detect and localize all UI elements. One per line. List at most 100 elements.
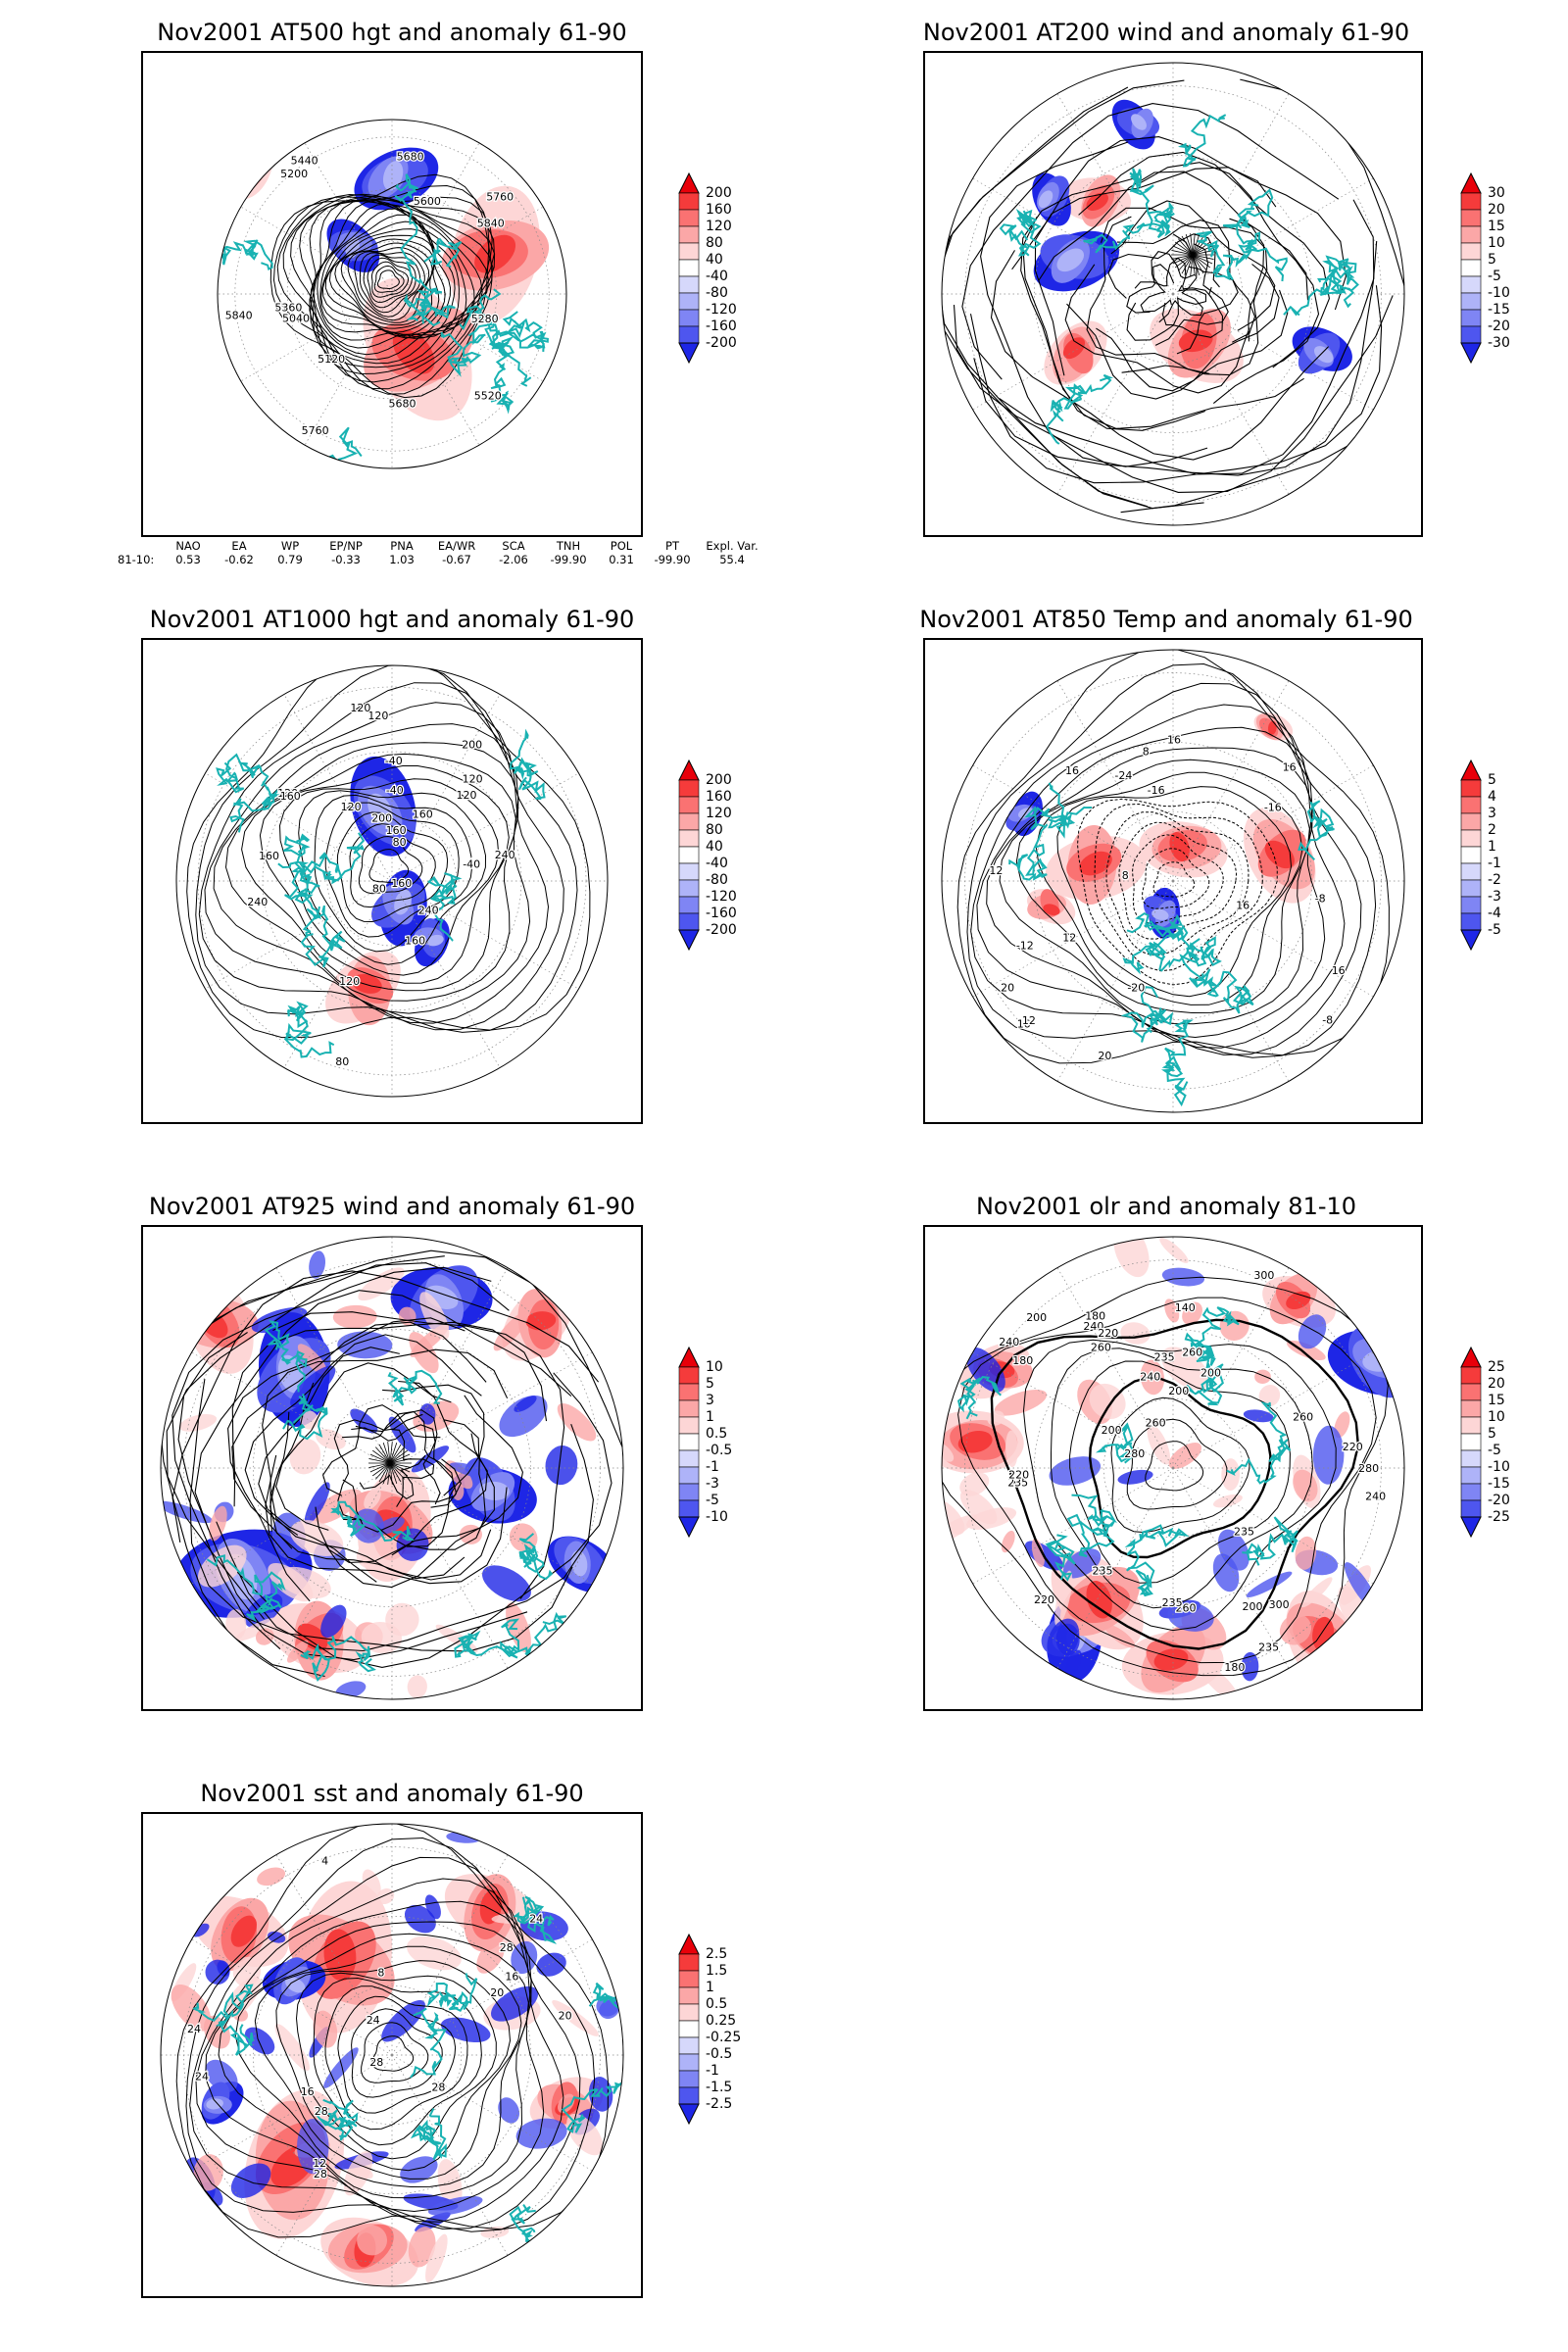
anomaly-shading <box>440 2017 491 2043</box>
contour-label: 12 <box>989 864 1003 877</box>
contour-label: 160 <box>280 790 301 803</box>
coastline <box>1160 1019 1194 1107</box>
contour-line <box>328 234 436 329</box>
legend-tick-label: -5 <box>1488 922 1501 938</box>
contour-line <box>367 257 414 303</box>
colorbar-segment <box>1460 309 1482 327</box>
index-row-label: 81-10: <box>118 553 155 566</box>
contour-label: 16 <box>1283 761 1297 774</box>
anomaly-shading <box>1246 1571 1293 1598</box>
legend-at500: 200 160 120 80 40 -40 -80 -120 -160 -200 <box>678 172 737 365</box>
index-header: EP/NP <box>329 539 363 553</box>
streamline <box>1121 218 1265 376</box>
legend-tick-label: -30 <box>1488 335 1510 351</box>
anomaly-shading <box>1005 1430 1018 1468</box>
anomaly-shading <box>499 1395 548 1438</box>
anomaly-shading <box>205 2059 238 2092</box>
contour-label: 16 <box>1065 764 1079 777</box>
contour-line <box>970 682 1362 1055</box>
contour-label: 80 <box>372 883 386 896</box>
contour-label: 240 <box>999 1336 1019 1348</box>
contour-label: 220 <box>1008 1469 1029 1482</box>
anomaly-shading <box>1264 840 1295 869</box>
legend-tick-label: -5 <box>1488 269 1501 284</box>
index-header: POL <box>610 539 633 553</box>
contour-label: 120 <box>339 975 360 988</box>
coastline <box>426 1973 478 2012</box>
anomaly-shading <box>1065 1649 1082 1676</box>
contour-line <box>241 753 516 992</box>
contour-line <box>351 2008 443 2098</box>
contour-line <box>213 723 531 1014</box>
contour-line <box>1069 1360 1291 1584</box>
anomaly-shading <box>1298 1314 1327 1349</box>
contour-line <box>324 228 440 333</box>
colorbar-segment <box>678 2053 700 2072</box>
contour-label: 24 <box>367 2014 380 2027</box>
colorbar-segment <box>678 1933 700 1955</box>
colorbar-segment <box>1460 342 1482 365</box>
contour-line <box>272 184 490 395</box>
streamline <box>1116 220 1256 343</box>
contour-line <box>1152 861 1196 898</box>
panel-sst: Nov2001 sst and anomaly 61-90 <box>137 1779 647 1818</box>
anomaly-shading <box>255 1628 274 1645</box>
contour-label: 16 <box>505 1971 518 1984</box>
contour-label: 160 <box>413 808 433 821</box>
streamline <box>324 1395 523 1589</box>
contour-label: 5200 <box>280 168 308 180</box>
anomaly-shading <box>335 1681 367 1699</box>
anomaly-shading <box>192 1923 210 1937</box>
legend-tick-label: 4 <box>1488 789 1496 805</box>
legend-tick-label: -20 <box>1488 318 1510 334</box>
colorbar-segment <box>678 225 700 244</box>
legend-tick-label: 5 <box>1488 1426 1496 1442</box>
contour-label: 220 <box>1034 1593 1054 1606</box>
anomaly-shading <box>536 1952 566 1977</box>
colorbar-segment <box>678 929 700 952</box>
contour-label: 120 <box>350 702 370 714</box>
anomaly-shading <box>358 1267 405 1301</box>
legend-tick-label: -120 <box>706 302 737 318</box>
contour-line <box>1035 771 1303 1005</box>
contour-label: 280 <box>1358 1462 1379 1475</box>
colorbar-segment <box>1460 759 1482 781</box>
anomaly-shading <box>459 1524 483 1544</box>
contour-label: 20 <box>1098 1050 1111 1062</box>
contour-label: 120 <box>277 787 298 800</box>
anomaly-shading <box>1147 1424 1171 1465</box>
colorbar-segment <box>678 292 700 311</box>
coastline <box>192 1984 254 2056</box>
streamline <box>216 1424 594 1652</box>
panel-olr: Nov2001 olr and anomaly 81-10 <box>911 1192 1421 1231</box>
colorbar-segment <box>678 2086 700 2105</box>
contour-label: 140 <box>1175 1301 1196 1314</box>
contour-label: -8 <box>1315 892 1326 905</box>
anomaly-shading <box>407 1675 427 1699</box>
streamline <box>942 86 1204 510</box>
panel-at500: Nov2001 AT500 hgt and anomaly 61-90 <box>137 18 647 576</box>
anomaly-shading <box>425 2233 448 2283</box>
contour-label: 240 <box>418 905 439 917</box>
contour-label: 4 <box>321 1854 328 1867</box>
anomaly-shading <box>1056 248 1085 272</box>
contour-label: -12 <box>1016 940 1034 953</box>
coastline <box>300 906 346 968</box>
anomaly-shading <box>1300 1577 1333 1608</box>
anomaly-shading <box>446 1832 481 1843</box>
colorbar-segment <box>1460 779 1482 798</box>
contour-label: 20 <box>559 2010 572 2023</box>
contour-label: 200 <box>1200 1367 1221 1380</box>
index-header: TNH <box>556 539 581 553</box>
streamline <box>1034 167 1277 376</box>
contour-label: 220 <box>1098 1327 1118 1340</box>
coastline <box>426 872 463 942</box>
coastline <box>500 1611 567 1658</box>
coastline <box>423 237 463 269</box>
contour-label: 260 <box>1293 1411 1313 1424</box>
anomaly-shading <box>452 1483 465 1500</box>
contour-label: 16 <box>1332 964 1346 977</box>
contour-label: 16 <box>301 2085 315 2098</box>
contour-label: 24 <box>529 1913 543 1926</box>
colorbar-segment <box>1460 172 1482 194</box>
